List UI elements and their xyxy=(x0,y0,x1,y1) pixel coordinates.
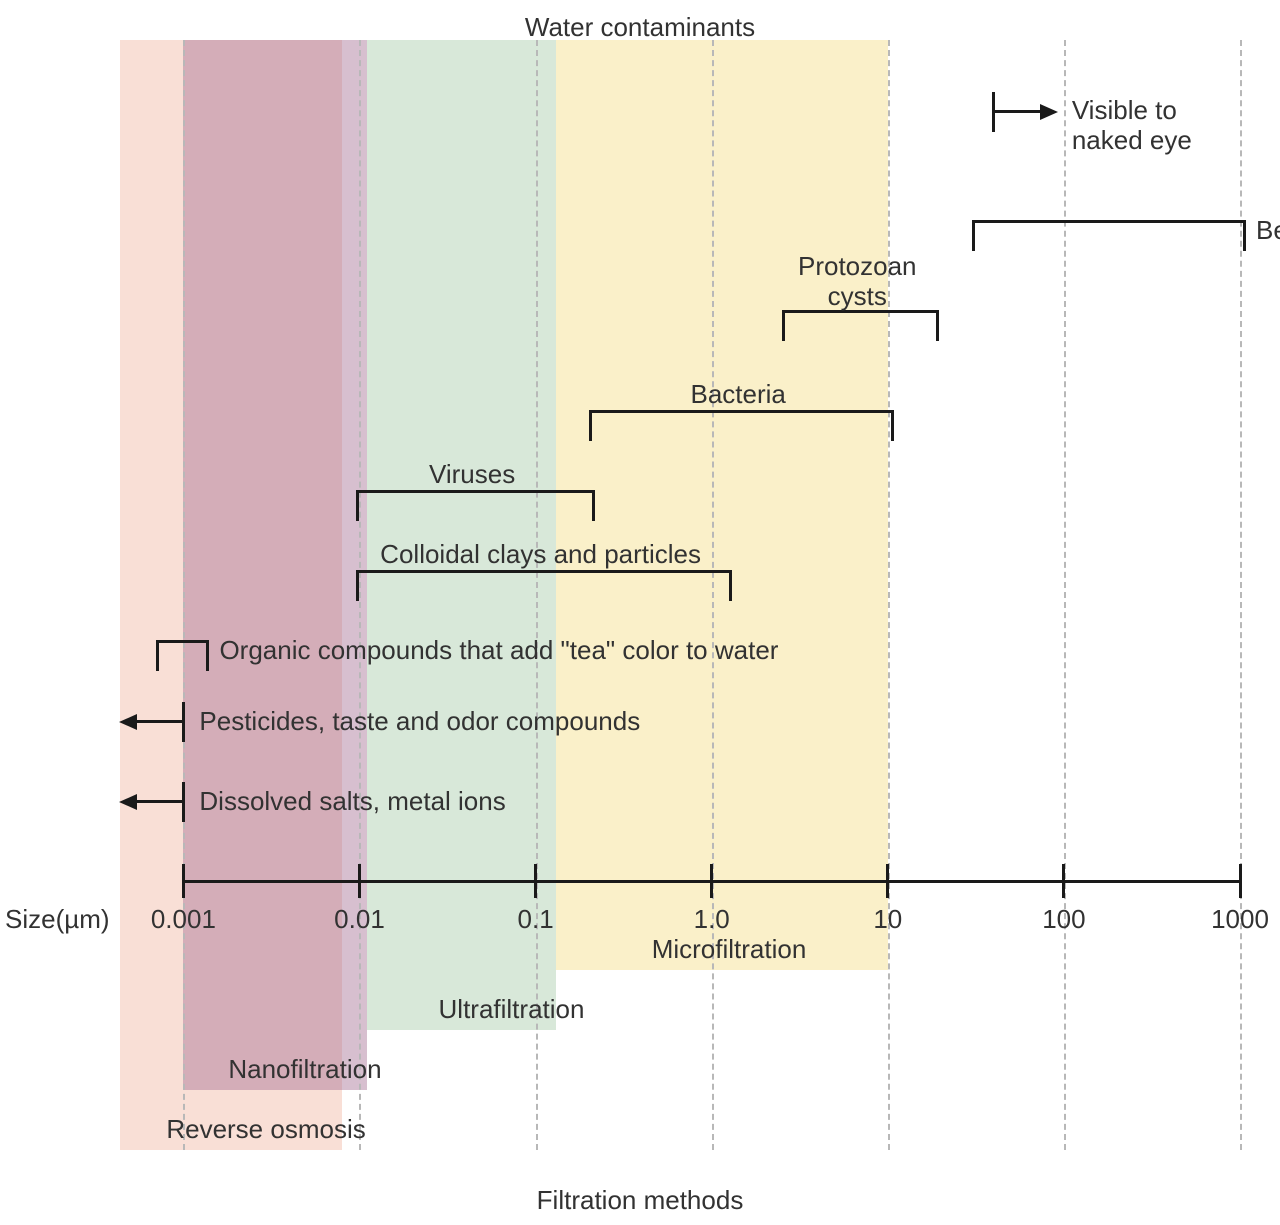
filtration-method-label: Reverse osmosis xyxy=(166,1114,365,1145)
axis-tick xyxy=(710,864,713,898)
contaminant-label: Pesticides, taste and odor compounds xyxy=(199,707,640,737)
gridline xyxy=(888,40,890,1150)
contaminant-bracket xyxy=(156,640,209,671)
axis-tick-label: 1000 xyxy=(1211,904,1269,935)
arrow-head-icon xyxy=(119,794,137,810)
contaminant-bracket xyxy=(782,310,939,341)
contaminant-label: Bacteria xyxy=(691,380,786,410)
band-microfiltration xyxy=(556,40,888,970)
axis-tick xyxy=(358,864,361,898)
contaminant-bracket xyxy=(589,410,894,441)
arrow-head-icon xyxy=(119,714,137,730)
contaminant-label: Colloidal clays and particles xyxy=(380,540,701,570)
filtration-method-label: Nanofiltration xyxy=(228,1054,381,1085)
axis-tick-label: 0.1 xyxy=(518,904,554,935)
filtration-method-label: Ultrafiltration xyxy=(439,994,585,1025)
axis-tick-label: 0.01 xyxy=(334,904,385,935)
contaminant-label: Protozoancysts xyxy=(798,252,917,312)
chart-title-bottom: Filtration methods xyxy=(0,1185,1280,1216)
filtration-method-label: Microfiltration xyxy=(652,934,807,965)
contaminant-label: Dissolved salts, metal ions xyxy=(199,787,505,817)
axis-tick xyxy=(1239,864,1242,898)
axis-tick xyxy=(886,864,889,898)
gridline xyxy=(1064,40,1066,1150)
contaminant-label: Viruses xyxy=(429,460,515,490)
chart-title-top: Water contaminants xyxy=(0,12,1280,43)
contaminant-label: Organic compounds that add "tea" color t… xyxy=(219,636,778,666)
arrow-right-icon xyxy=(994,110,1042,113)
axis-tick xyxy=(1062,864,1065,898)
axis-tick-label: 0.001 xyxy=(151,904,216,935)
axis-tick xyxy=(182,864,185,898)
contaminant-bracket xyxy=(356,490,595,521)
gridline xyxy=(1240,40,1242,1150)
contaminant-label: Visible tonaked eye xyxy=(1072,96,1192,156)
contaminant-label: Beach sand xyxy=(1256,216,1280,246)
contaminant-bracket xyxy=(356,570,732,601)
arrow-left-icon xyxy=(135,800,183,803)
axis-tick-label: 1.0 xyxy=(694,904,730,935)
axis-tick-label: 100 xyxy=(1042,904,1085,935)
axis-tick-label: 10 xyxy=(873,904,902,935)
arrow-left-icon xyxy=(135,720,183,723)
axis-tick xyxy=(534,864,537,898)
axis-label: Size(µm) xyxy=(5,904,110,935)
gridline xyxy=(183,40,185,1150)
contaminant-bracket xyxy=(972,220,1246,251)
filtration-chart: Water contaminants 0.001 0.01 0.1 1.0 10 100 1… xyxy=(0,0,1280,1225)
plot-area: 0.0010.010.11.0101001000Size(µm)Visible … xyxy=(120,40,1240,1150)
arrow-head-icon xyxy=(1040,104,1058,120)
